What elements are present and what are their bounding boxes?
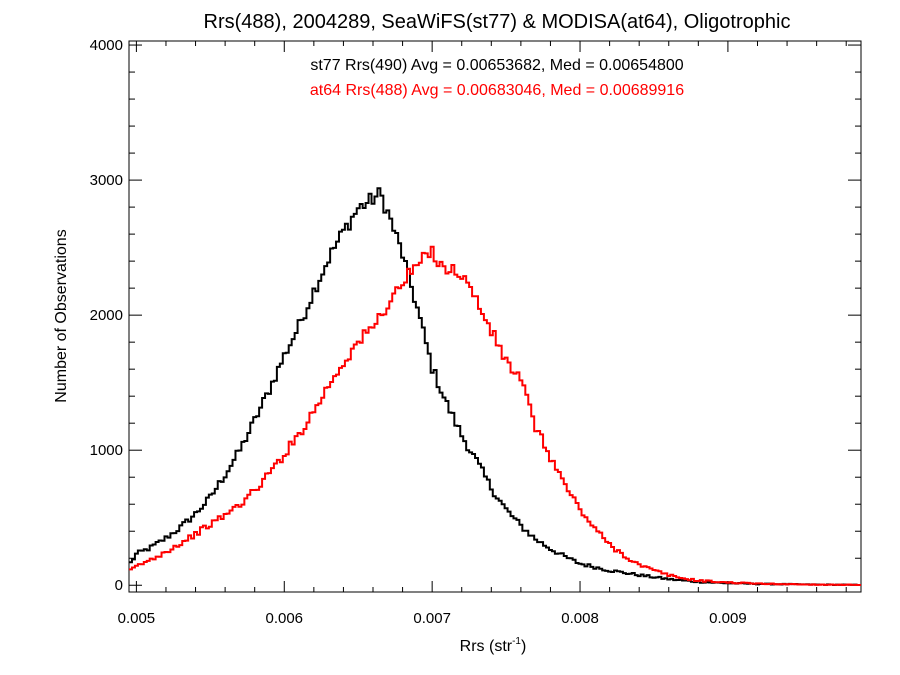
y-tick-label: 4000: [90, 37, 123, 54]
plot-frame: [128, 40, 862, 593]
y-tick-label: 0: [115, 577, 123, 594]
x-axis-label-close: ): [521, 638, 526, 655]
series-layer: [129, 187, 861, 587]
y-axis-label: Number of Observations: [53, 229, 70, 402]
x-tick-label: 0.005: [118, 610, 156, 627]
x-axis-label-superscript: -1: [512, 636, 521, 647]
x-axis-label: Rrs (str-1): [460, 636, 527, 655]
series-line-0: [129, 187, 861, 587]
y-axis: 0 1000 2000 3000 4000: [90, 37, 861, 594]
x-axis: 0.005 0.006 0.007 0.008 0.009: [118, 41, 847, 627]
x-axis-label-main: Rrs (str: [460, 638, 513, 655]
y-tick-label: 2000: [90, 307, 123, 324]
x-tick-label: 0.006: [265, 610, 303, 627]
annotation-st77: st77 Rrs(490) Avg = 0.00653682, Med = 0.…: [310, 57, 683, 74]
annotation-at64: at64 Rrs(488) Avg = 0.00683046, Med = 0.…: [310, 82, 684, 99]
x-tick-label: 0.007: [413, 610, 451, 627]
x-tick-label: 0.009: [709, 610, 747, 627]
y-tick-label: 3000: [90, 172, 123, 189]
series-line-1: [129, 245, 861, 587]
x-tick-label: 0.008: [561, 610, 599, 627]
chart-title: Rrs(488), 2004289, SeaWiFS(st77) & MODIS…: [204, 11, 791, 33]
y-tick-label: 1000: [90, 442, 123, 459]
